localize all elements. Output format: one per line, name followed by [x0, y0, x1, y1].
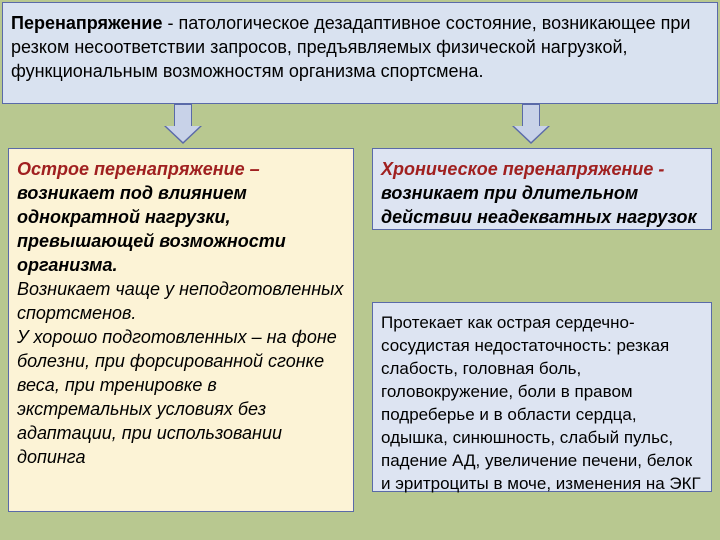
acute-bold-rest: возникает под влиянием однократной нагру… — [17, 183, 286, 275]
symptoms-box: Протекает как острая сердечно-сосудистая… — [372, 302, 712, 492]
chronic-term: Хроническое перенапряжение - — [381, 159, 664, 179]
acute-tail: Возникает чаще у неподготовленных спортс… — [17, 277, 345, 469]
chronic-box: Хроническое перенапряжение - возникает п… — [372, 148, 712, 230]
acute-term: Острое перенапряжение – — [17, 159, 260, 179]
chronic-text: Хроническое перенапряжение - возникает п… — [381, 157, 703, 229]
arrow-right — [512, 104, 550, 144]
acute-box: Острое перенапряжение – возникает под вл… — [8, 148, 354, 512]
definition-box: Перенапряжение - патологическое дезадапт… — [2, 2, 718, 104]
chronic-rest: возникает при длительном действии неадек… — [381, 183, 697, 227]
acute-lead: Острое перенапряжение – возникает под вл… — [17, 157, 345, 277]
arrow-left — [164, 104, 202, 144]
symptoms-text: Протекает как острая сердечно-сосудистая… — [381, 311, 703, 495]
definition-text: Перенапряжение - патологическое дезадапт… — [11, 11, 709, 83]
definition-term: Перенапряжение — [11, 13, 162, 33]
